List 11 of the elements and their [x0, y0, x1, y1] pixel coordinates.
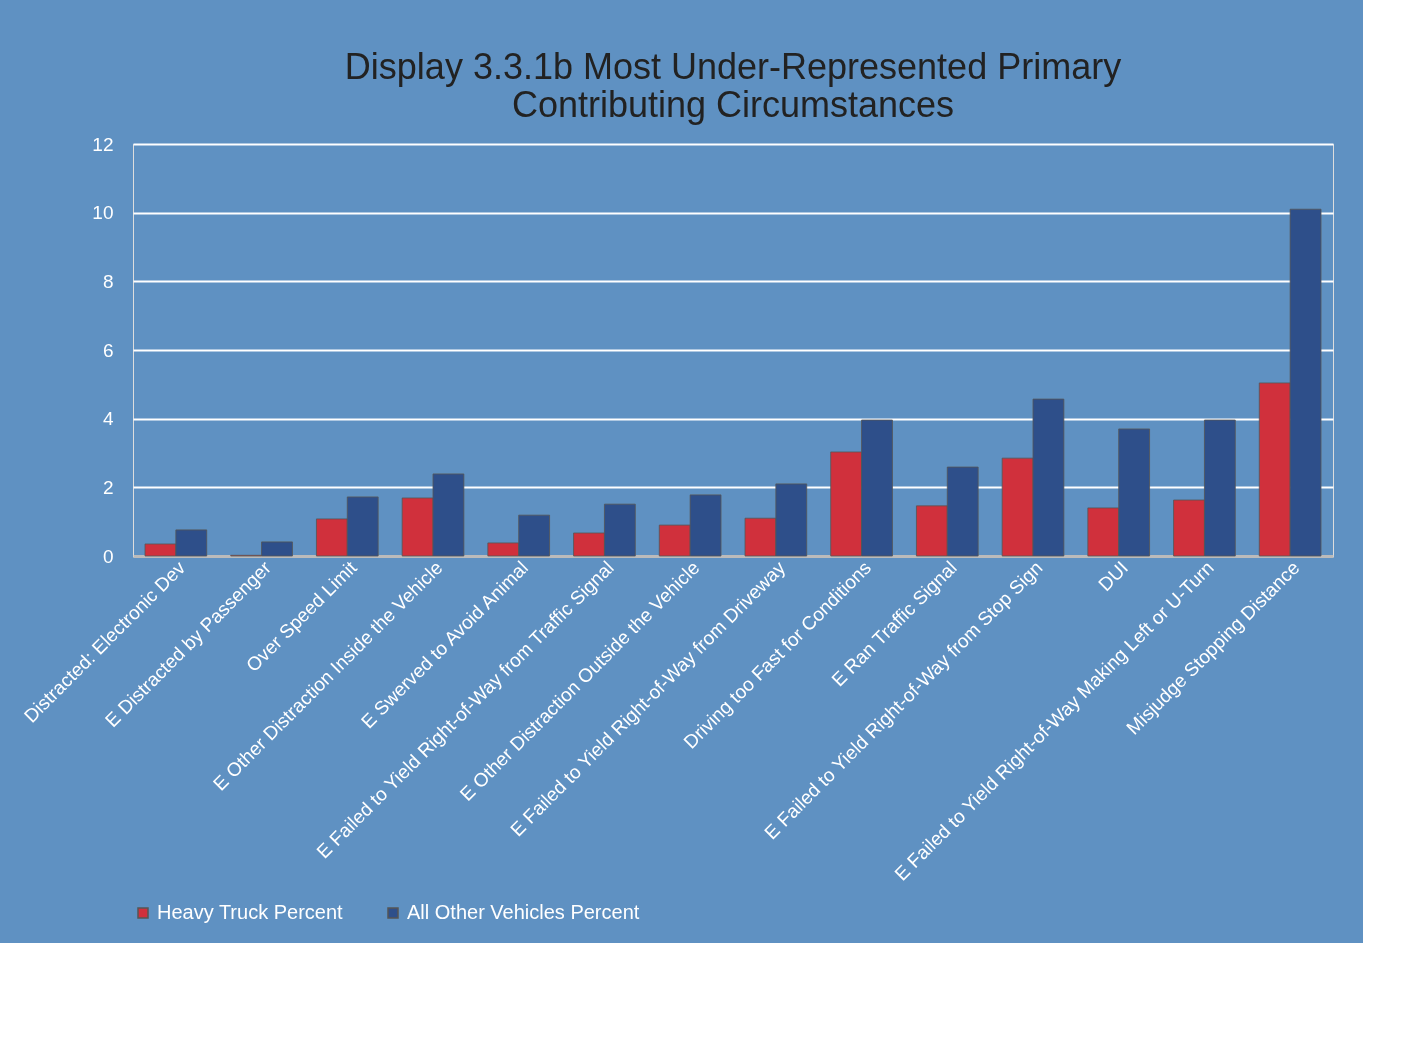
y-tick-label: 4	[102, 408, 114, 430]
text: Display 3.3.1b Most Under-Represented Primary	[344, 46, 1122, 87]
legend-label: Heavy Truck Percent	[157, 901, 344, 923]
y-tick-label: 2	[102, 476, 114, 498]
y-tick-label: 10	[92, 202, 114, 224]
y-tick-label: 12	[92, 133, 114, 155]
y-tick-label: 8	[102, 270, 114, 292]
legend-label: All Other Vehicles Percent	[407, 901, 640, 923]
y-tick-label: 0	[102, 545, 114, 567]
y-tick-label: 6	[102, 339, 114, 361]
x-tick-label: DUI	[1094, 557, 1133, 596]
